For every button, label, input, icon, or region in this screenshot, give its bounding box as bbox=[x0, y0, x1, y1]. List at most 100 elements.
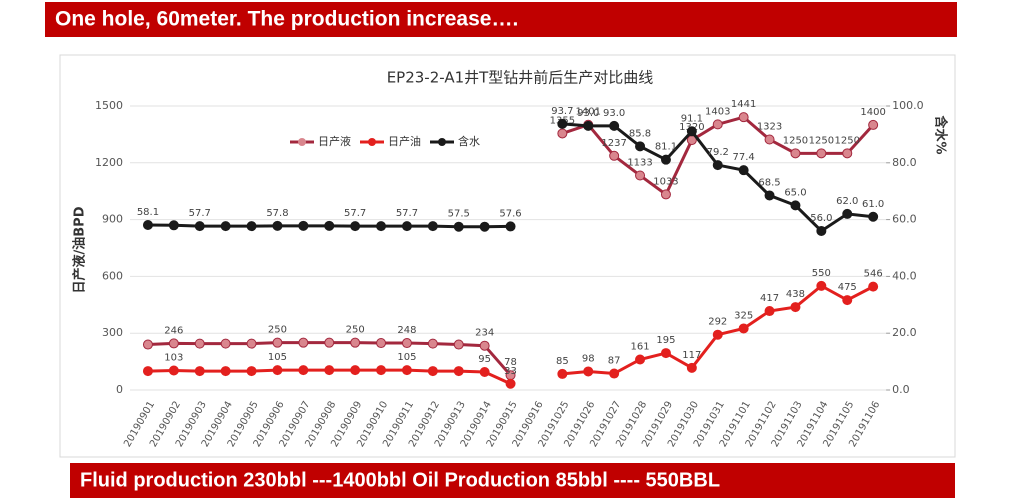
point bbox=[246, 366, 257, 377]
data-label: 103 bbox=[164, 352, 183, 363]
data-label: 248 bbox=[397, 325, 416, 336]
point bbox=[686, 362, 697, 373]
data-label: 161 bbox=[631, 342, 650, 353]
data-label: 61.0 bbox=[862, 199, 884, 210]
point bbox=[142, 219, 153, 230]
data-label: 417 bbox=[760, 293, 779, 304]
point bbox=[272, 365, 283, 376]
point bbox=[712, 329, 723, 340]
point bbox=[401, 221, 412, 232]
point bbox=[583, 120, 594, 131]
y-tick-label: 0 bbox=[116, 383, 123, 396]
point bbox=[376, 221, 387, 232]
y2-tick-label: 80.0 bbox=[892, 156, 917, 169]
data-label: 81.1 bbox=[655, 142, 677, 153]
point bbox=[479, 221, 490, 232]
data-label: 195 bbox=[656, 335, 675, 346]
point bbox=[609, 120, 620, 131]
data-label: 78 bbox=[504, 357, 517, 368]
point bbox=[505, 378, 516, 389]
legend-marker bbox=[438, 138, 446, 146]
data-label: 250 bbox=[346, 325, 365, 336]
point bbox=[272, 220, 283, 231]
data-label: 57.8 bbox=[266, 208, 288, 219]
point bbox=[350, 221, 361, 232]
point bbox=[401, 365, 412, 376]
point bbox=[479, 340, 490, 351]
data-label: 85 bbox=[556, 356, 569, 367]
data-label: 85.8 bbox=[629, 128, 651, 139]
data-label: 1250 bbox=[835, 135, 860, 146]
data-label: 93.0 bbox=[603, 108, 625, 119]
data-label: 105 bbox=[397, 352, 416, 363]
y-tick-label: 600 bbox=[102, 269, 123, 282]
header-title: One hole, 60meter. The production increa… bbox=[55, 8, 518, 31]
y2-axis-label: 含水% bbox=[933, 114, 949, 154]
point bbox=[868, 211, 879, 222]
point bbox=[427, 338, 438, 349]
point bbox=[168, 338, 179, 349]
data-label: 438 bbox=[786, 289, 805, 300]
point bbox=[324, 220, 335, 231]
data-label: 105 bbox=[268, 352, 287, 363]
point bbox=[246, 338, 257, 349]
point bbox=[764, 306, 775, 317]
data-label: 91.1 bbox=[681, 113, 703, 124]
data-label: 95 bbox=[478, 354, 491, 365]
data-label: 93.7 bbox=[551, 106, 573, 117]
chart-title: EP23-2-A1井T型钻井前后生产对比曲线 bbox=[387, 69, 654, 87]
header-band bbox=[45, 2, 957, 37]
point bbox=[738, 165, 749, 176]
data-label: 546 bbox=[864, 269, 883, 280]
data-label: 57.7 bbox=[344, 208, 366, 219]
point bbox=[842, 295, 853, 306]
point bbox=[453, 366, 464, 377]
data-label: 56.0 bbox=[810, 213, 832, 224]
point bbox=[220, 221, 231, 232]
legend-marker bbox=[298, 138, 306, 146]
point bbox=[790, 200, 801, 211]
point bbox=[427, 221, 438, 232]
data-label: 250 bbox=[268, 325, 287, 336]
y-tick-label: 300 bbox=[102, 326, 123, 339]
point bbox=[168, 365, 179, 376]
y2-tick-label: 60.0 bbox=[892, 213, 917, 226]
data-label: 1323 bbox=[757, 122, 782, 133]
data-label: 68.5 bbox=[758, 177, 780, 188]
point bbox=[168, 220, 179, 231]
point bbox=[557, 118, 568, 129]
y2-tick-label: 20.0 bbox=[892, 326, 917, 339]
data-label: 93.0 bbox=[577, 108, 599, 119]
point bbox=[272, 337, 283, 348]
point bbox=[816, 225, 827, 236]
legend-label: 含水 bbox=[458, 134, 480, 148]
point bbox=[686, 126, 697, 137]
point bbox=[764, 190, 775, 201]
legend-label: 日产油 bbox=[388, 134, 421, 148]
point bbox=[479, 367, 490, 378]
y-tick-label: 1500 bbox=[95, 99, 123, 112]
point bbox=[790, 302, 801, 313]
point bbox=[738, 323, 749, 334]
y2-tick-label: 40.0 bbox=[892, 269, 917, 282]
point bbox=[142, 366, 153, 377]
point bbox=[453, 339, 464, 350]
point bbox=[220, 366, 231, 377]
point bbox=[298, 365, 309, 376]
data-label: 57.6 bbox=[499, 208, 521, 219]
point bbox=[842, 148, 853, 159]
point bbox=[505, 221, 516, 232]
data-label: 325 bbox=[734, 310, 753, 321]
y2-tick-label: 100.0 bbox=[892, 99, 924, 112]
point bbox=[712, 160, 723, 171]
legend-label: 日产液 bbox=[318, 134, 351, 148]
point bbox=[635, 141, 646, 152]
data-label: 1250 bbox=[783, 135, 808, 146]
data-label: 57.7 bbox=[189, 208, 211, 219]
data-label: 1441 bbox=[731, 99, 756, 110]
point bbox=[142, 339, 153, 350]
footer-band bbox=[70, 463, 955, 498]
data-label: 79.2 bbox=[707, 147, 729, 158]
point bbox=[350, 337, 361, 348]
